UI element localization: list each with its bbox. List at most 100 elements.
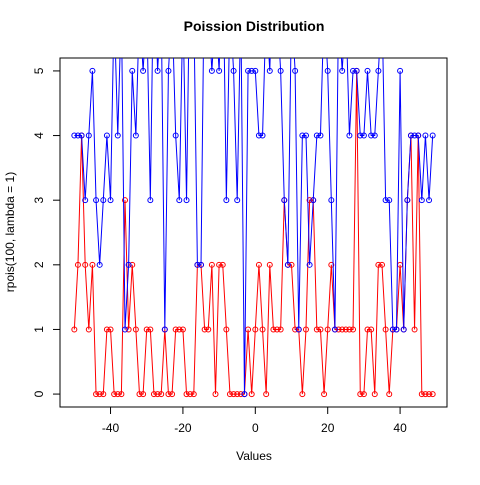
data-point (82, 197, 89, 204)
data-point (263, 391, 270, 398)
data-point (71, 132, 78, 139)
data-point (378, 261, 385, 268)
data-point (342, 326, 349, 333)
data-point (125, 326, 132, 333)
data-point (132, 326, 139, 333)
data-point (371, 391, 378, 398)
data-point (364, 326, 371, 333)
data-point (429, 391, 436, 398)
x-axis-title: Values (236, 449, 272, 463)
data-point (183, 391, 190, 398)
y-tick-label: 5 (32, 67, 46, 74)
data-point (129, 67, 136, 74)
data-point (281, 197, 288, 204)
data-point (321, 391, 328, 398)
data-point (96, 261, 103, 268)
data-point (248, 391, 255, 398)
data-point (161, 326, 168, 333)
series-line (74, 58, 434, 395)
data-point (350, 326, 357, 333)
data-point (270, 326, 277, 333)
data-point (237, 391, 244, 398)
y-tick-label: 0 (32, 390, 46, 397)
data-point (132, 132, 139, 139)
data-point (176, 197, 183, 204)
data-point (313, 132, 320, 139)
data-point (71, 326, 78, 333)
data-point (375, 261, 382, 268)
data-point (82, 261, 89, 268)
data-point (400, 326, 407, 333)
data-point (368, 326, 375, 333)
data-point (386, 391, 393, 398)
data-point (172, 326, 179, 333)
data-point (248, 67, 255, 74)
data-point (299, 391, 306, 398)
data-point (118, 391, 125, 398)
data-point (266, 261, 273, 268)
data-point (223, 197, 230, 204)
data-point (364, 67, 371, 74)
y-tick-label: 4 (32, 132, 46, 139)
data-point (234, 391, 241, 398)
data-point (74, 132, 81, 139)
data-point (339, 326, 346, 333)
data-point (107, 326, 114, 333)
data-point (346, 132, 353, 139)
data-point (429, 132, 436, 139)
data-point (252, 326, 259, 333)
chart-title: Poission Distribution (184, 18, 325, 34)
data-point (288, 261, 295, 268)
data-point (255, 261, 262, 268)
data-point (111, 391, 118, 398)
data-point (201, 326, 208, 333)
data-point (208, 67, 215, 74)
data-point (411, 326, 418, 333)
x-tick-label: 20 (321, 421, 335, 435)
data-point (426, 197, 433, 204)
data-point (230, 67, 237, 74)
data-point (198, 261, 205, 268)
data-point (114, 132, 121, 139)
data-point (158, 391, 165, 398)
data-point (194, 261, 201, 268)
data-point (100, 197, 107, 204)
data-point (350, 67, 357, 74)
data-point (299, 132, 306, 139)
data-point (143, 326, 150, 333)
plot-frame (59, 57, 448, 408)
x-tick-label: -20 (174, 421, 192, 435)
data-point (335, 326, 342, 333)
data-point (274, 326, 281, 333)
data-point (324, 67, 331, 74)
series-line (73, 70, 433, 395)
data-point (100, 391, 107, 398)
data-point (212, 391, 219, 398)
data-point (234, 197, 241, 204)
data-point (216, 261, 223, 268)
data-point (136, 391, 143, 398)
data-point (255, 132, 262, 139)
data-point (169, 391, 176, 398)
data-point (386, 197, 393, 204)
data-point (306, 261, 313, 268)
data-point (266, 67, 273, 74)
data-point (154, 67, 161, 74)
data-point (328, 197, 335, 204)
data-point (339, 67, 346, 74)
data-point (103, 132, 110, 139)
data-point (411, 132, 418, 139)
data-point (317, 132, 324, 139)
x-tick-label: 0 (252, 421, 259, 435)
data-point (397, 67, 404, 74)
y-tick-label: 2 (32, 261, 46, 268)
data-point (418, 391, 425, 398)
data-point (107, 197, 114, 204)
data-point (122, 326, 129, 333)
data-point (306, 197, 313, 204)
data-point (357, 132, 364, 139)
data-point (368, 132, 375, 139)
data-point (205, 326, 212, 333)
data-point (154, 391, 161, 398)
data-point (78, 132, 85, 139)
